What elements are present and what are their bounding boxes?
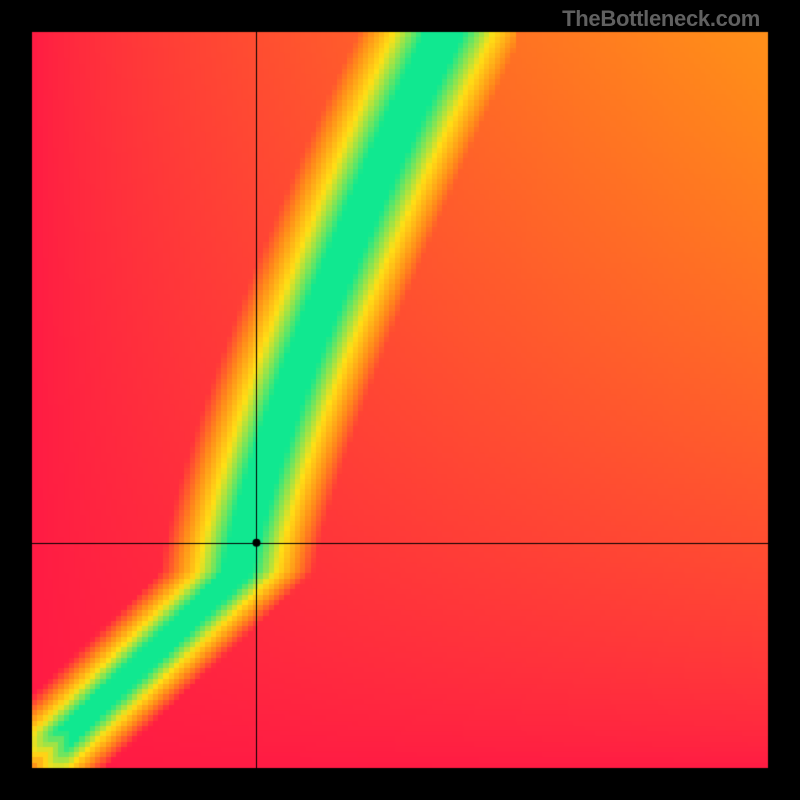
watermark-text: TheBottleneck.com xyxy=(562,6,760,32)
bottleneck-heatmap xyxy=(0,0,800,800)
